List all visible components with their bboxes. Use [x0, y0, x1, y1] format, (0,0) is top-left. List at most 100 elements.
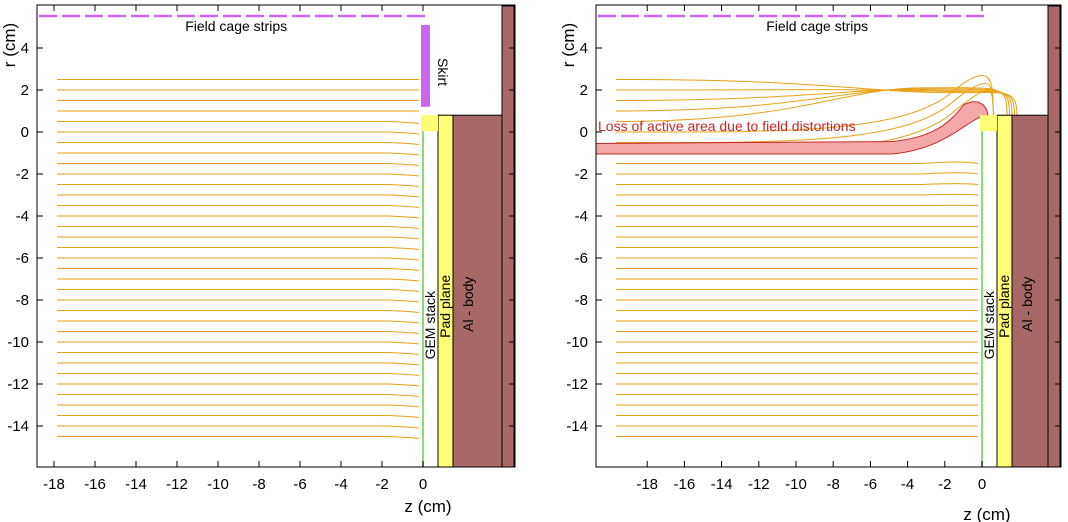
y-tick-label: -12: [7, 376, 29, 393]
field-line: [57, 173, 420, 177]
field-line: [57, 163, 420, 166]
field-line: [57, 152, 420, 156]
field-line: [57, 268, 420, 271]
x-tick-label: -16: [84, 476, 106, 493]
pad-plane-label: Pad plane: [437, 275, 453, 338]
field-line: [57, 257, 420, 261]
field-line: [57, 121, 420, 124]
y-tick-label: 0: [21, 124, 29, 141]
y-tick-label: -14: [566, 418, 588, 435]
panel-right: Loss of active area due to field distort…: [559, 4, 1062, 522]
y-tick-label: -6: [16, 250, 29, 267]
x-tick-label: 0: [419, 476, 427, 493]
field-line: [57, 131, 420, 135]
field-cage-label: Field cage strips: [766, 18, 868, 34]
y-tick-label: 2: [580, 82, 588, 99]
al-body: [452, 114, 503, 468]
field-line: [616, 183, 979, 185]
al-body-rim: [501, 5, 515, 468]
field-line: [57, 352, 420, 355]
field-line: [615, 83, 995, 144]
field-line: [57, 226, 420, 229]
x-tick-label: -18: [43, 476, 65, 493]
y-tick-label: -8: [16, 292, 29, 309]
x-tick-label: -4: [901, 476, 914, 493]
y-tick-label: -12: [566, 376, 588, 393]
panel-left: Field cage strips Skirt Al - body Pad plane…: [0, 4, 516, 516]
x-tick-label: -8: [827, 476, 840, 493]
field-line: [616, 193, 979, 196]
field-line: [57, 394, 420, 397]
field-line: [57, 184, 420, 187]
x-tick-label: -14: [125, 476, 147, 493]
y-axis-label: r (cm): [0, 23, 19, 67]
field-line: [57, 415, 420, 418]
y-tick-label: -4: [575, 208, 588, 225]
field-line: [57, 341, 420, 345]
field-line: [57, 236, 420, 240]
x-tick-label: -16: [674, 476, 696, 493]
field-line: [57, 278, 420, 282]
y-tick-label: 4: [21, 40, 29, 57]
pad-plane-label: Pad plane: [996, 275, 1012, 338]
gem-cap: [980, 115, 997, 132]
x-tick-label: -18: [636, 476, 658, 493]
field-line: [57, 299, 420, 303]
gem-cap: [421, 115, 438, 132]
y-tick-label: -14: [7, 418, 29, 435]
field-line: [57, 404, 420, 408]
field-line: [57, 205, 420, 208]
y-tick-label: -2: [575, 166, 588, 183]
field-line: [615, 87, 1008, 122]
field-lines: [615, 75, 1018, 437]
field-cage-label: Field cage strips: [185, 18, 287, 34]
skirt-label: Skirt: [435, 58, 451, 86]
field-line: [57, 320, 420, 324]
field-line: [57, 436, 420, 439]
x-tick-label: -8: [252, 476, 265, 493]
field-line: [57, 425, 420, 429]
field-line: [57, 383, 420, 387]
al-body-label: Al - body: [460, 277, 476, 332]
x-axis-label: z (cm): [404, 497, 451, 516]
x-tick-label: -12: [166, 476, 188, 493]
y-tick-label: 2: [21, 82, 29, 99]
x-tick-label: -6: [864, 476, 877, 493]
al-body-label: Al - body: [1019, 277, 1035, 332]
y-tick-label: -10: [7, 334, 29, 351]
x-tick-label: -14: [711, 476, 733, 493]
x-tick-label: -4: [334, 476, 347, 493]
gem-label: GEM stack: [422, 290, 438, 359]
x-tick-label: -2: [375, 476, 388, 493]
field-lines: [57, 79, 420, 439]
x-tick-label: -12: [748, 476, 770, 493]
field-line: [616, 161, 979, 164]
field-line: [57, 289, 420, 292]
field-line: [616, 172, 979, 175]
x-axis-label: z (cm): [963, 505, 1010, 522]
plot-frame: [595, 4, 1062, 468]
y-tick-label: 4: [580, 40, 588, 57]
loss-annotation: Loss of active area due to field distort…: [598, 118, 856, 134]
field-line: [57, 247, 420, 250]
y-tick-label: -6: [575, 250, 588, 267]
x-tick-label: 0: [978, 476, 986, 493]
distortion-band: [595, 101, 989, 155]
skirt: [421, 25, 430, 107]
y-tick-label: -10: [566, 334, 588, 351]
y-axis-label: r (cm): [559, 23, 578, 67]
x-tick-label: -10: [785, 476, 807, 493]
field-line: [57, 194, 420, 198]
field-line: [57, 310, 420, 313]
field-line: [57, 373, 420, 376]
field-line: [57, 142, 420, 145]
y-tick-label: 0: [580, 124, 588, 141]
plot-frame: [36, 4, 516, 468]
x-tick-label: -2: [938, 476, 951, 493]
al-body-rim: [1047, 5, 1061, 468]
field-line: [57, 362, 420, 366]
gem-label: GEM stack: [981, 290, 997, 359]
field-line: [615, 75, 995, 133]
x-tick-label: -6: [293, 476, 306, 493]
